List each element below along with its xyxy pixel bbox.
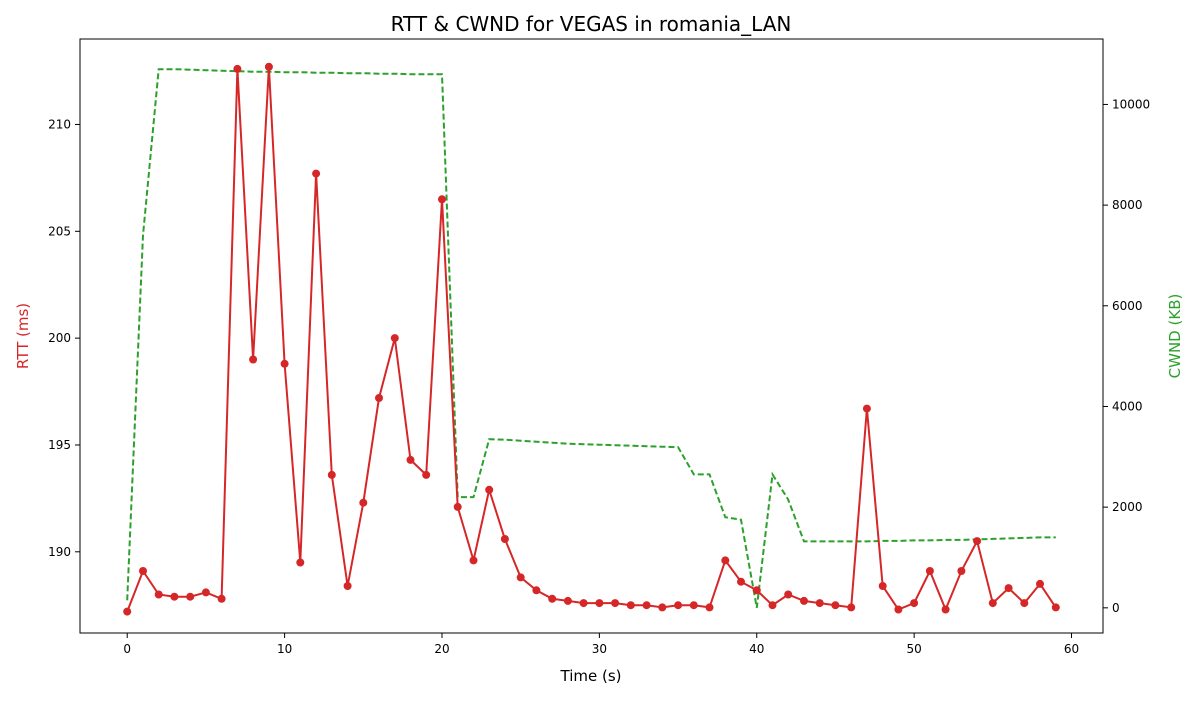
x-tick-label: 20 bbox=[434, 642, 449, 656]
y-left-tick-label: 195 bbox=[48, 438, 71, 452]
rtt-point bbox=[548, 594, 557, 603]
rtt-point bbox=[611, 599, 620, 608]
rtt-point bbox=[988, 599, 997, 608]
rtt-point bbox=[359, 498, 368, 507]
cwnd-series-line bbox=[126, 68, 1056, 608]
y-right-tick-label: 10000 bbox=[1112, 97, 1150, 111]
y-left-tick-label: 190 bbox=[48, 545, 71, 559]
rtt-point bbox=[438, 195, 446, 204]
rtt-point bbox=[327, 470, 336, 479]
rtt-point bbox=[705, 603, 714, 612]
rtt-point bbox=[469, 556, 478, 565]
rtt-point bbox=[862, 404, 871, 413]
rtt-point bbox=[123, 607, 132, 616]
rtt-point bbox=[406, 455, 415, 464]
rtt-point bbox=[312, 169, 321, 178]
y-right-tick-label: 6000 bbox=[1112, 299, 1143, 313]
x-tick-label: 10 bbox=[277, 642, 292, 656]
rtt-point bbox=[280, 359, 289, 368]
y-right-tick-label: 2000 bbox=[1112, 500, 1143, 514]
rtt-point bbox=[737, 577, 745, 586]
rtt-point bbox=[139, 567, 147, 575]
y-right-tick-label: 0 bbox=[1112, 601, 1120, 615]
x-tick-label: 50 bbox=[906, 642, 921, 656]
rtt-point bbox=[658, 603, 667, 612]
rtt-point bbox=[878, 582, 887, 590]
rtt-point bbox=[831, 601, 840, 610]
rtt-point bbox=[516, 573, 525, 582]
rtt-point bbox=[800, 596, 808, 605]
rtt-point bbox=[925, 567, 934, 575]
rtt-point bbox=[233, 64, 242, 73]
x-tick-label: 0 bbox=[123, 642, 131, 656]
rtt-point bbox=[563, 596, 572, 605]
rtt-point bbox=[674, 601, 683, 610]
rtt-point bbox=[642, 601, 651, 610]
rtt-point bbox=[422, 470, 431, 479]
y-left-tick-label: 200 bbox=[48, 331, 71, 345]
rtt-point bbox=[752, 586, 761, 595]
y-left-tick-label: 210 bbox=[48, 117, 71, 131]
rtt-point bbox=[249, 355, 258, 364]
rtt-point bbox=[579, 599, 588, 608]
rtt-point bbox=[154, 590, 163, 599]
rtt-point bbox=[595, 599, 604, 608]
y-right-tick-label: 4000 bbox=[1112, 399, 1143, 413]
x-tick-label: 30 bbox=[592, 642, 607, 656]
rtt-point bbox=[390, 334, 399, 343]
x-axis-title: Time (s) bbox=[560, 667, 622, 685]
y-left-axis-title: RTT (ms) bbox=[14, 303, 32, 369]
rtt-point bbox=[689, 601, 698, 610]
y-left-tick-label: 205 bbox=[48, 224, 71, 238]
rtt-point bbox=[453, 502, 462, 511]
y-right-axis-title: CWND (KB) bbox=[1166, 294, 1184, 379]
rtt-point bbox=[1036, 579, 1044, 588]
rtt-point bbox=[894, 605, 903, 614]
rtt-point bbox=[973, 537, 982, 546]
rtt-point bbox=[170, 592, 179, 601]
rtt-point bbox=[941, 605, 950, 614]
rtt-point bbox=[343, 582, 352, 590]
rtt-point bbox=[186, 592, 195, 601]
rtt-point bbox=[626, 601, 635, 610]
rtt-point bbox=[532, 586, 541, 595]
rtt-point bbox=[784, 590, 793, 599]
chart-title: RTT & CWND for VEGAS in romania_LAN bbox=[391, 12, 792, 36]
rtt-point bbox=[217, 594, 226, 603]
rtt-point bbox=[264, 62, 273, 71]
rtt-point bbox=[485, 485, 494, 494]
rtt-point bbox=[201, 588, 210, 597]
rtt-point bbox=[957, 567, 966, 575]
rtt-point bbox=[721, 556, 730, 565]
x-tick-label: 40 bbox=[749, 642, 764, 656]
rtt-point bbox=[1051, 603, 1060, 612]
plot-frame bbox=[79, 38, 1104, 634]
x-tick-label: 60 bbox=[1064, 642, 1079, 656]
rtt-point bbox=[1004, 584, 1013, 593]
rtt-point bbox=[815, 599, 824, 608]
rtt-point bbox=[847, 603, 856, 612]
rtt-point bbox=[375, 394, 383, 402]
rtt-point bbox=[296, 558, 305, 567]
rtt-point bbox=[768, 601, 777, 610]
rtt-point bbox=[500, 535, 509, 543]
rtt-point bbox=[910, 599, 919, 608]
y-right-tick-label: 8000 bbox=[1112, 198, 1143, 212]
rtt-point bbox=[1020, 599, 1029, 608]
